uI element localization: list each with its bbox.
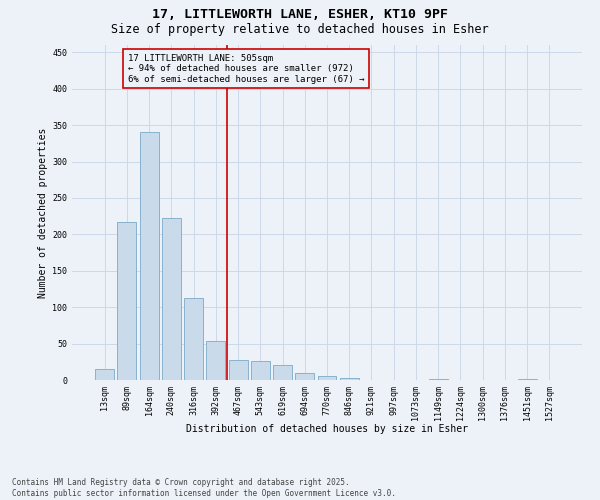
- Text: Size of property relative to detached houses in Esher: Size of property relative to detached ho…: [111, 22, 489, 36]
- Text: 17 LITTLEWORTH LANE: 505sqm
← 94% of detached houses are smaller (972)
6% of sem: 17 LITTLEWORTH LANE: 505sqm ← 94% of det…: [128, 54, 364, 84]
- Y-axis label: Number of detached properties: Number of detached properties: [38, 128, 48, 298]
- Bar: [229, 360, 248, 380]
- Text: Contains HM Land Registry data © Crown copyright and database right 2025.
Contai: Contains HM Land Registry data © Crown c…: [12, 478, 396, 498]
- Bar: [251, 361, 270, 380]
- Bar: [118, 222, 136, 380]
- Bar: [140, 132, 158, 380]
- Bar: [95, 369, 114, 380]
- Bar: [340, 378, 359, 380]
- Bar: [317, 376, 337, 380]
- X-axis label: Distribution of detached houses by size in Esher: Distribution of detached houses by size …: [186, 424, 468, 434]
- Bar: [162, 218, 181, 380]
- Bar: [273, 366, 292, 380]
- Bar: [206, 340, 225, 380]
- Bar: [184, 298, 203, 380]
- Bar: [295, 372, 314, 380]
- Text: 17, LITTLEWORTH LANE, ESHER, KT10 9PF: 17, LITTLEWORTH LANE, ESHER, KT10 9PF: [152, 8, 448, 20]
